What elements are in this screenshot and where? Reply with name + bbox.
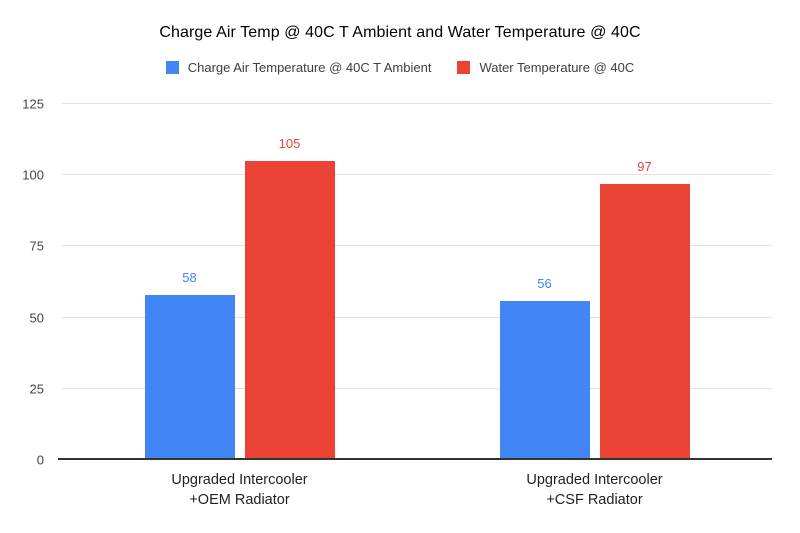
x-axis-line bbox=[58, 458, 772, 460]
x-axis-labels: Upgraded Intercooler +OEM Radiator Upgrad… bbox=[62, 471, 772, 510]
bar: 58 bbox=[144, 270, 235, 460]
bar-value-label: 56 bbox=[537, 275, 552, 291]
bar-value-label: 97 bbox=[637, 158, 652, 174]
legend-swatch-blue-icon bbox=[165, 61, 179, 74]
bar-value-label: 105 bbox=[278, 135, 301, 151]
legend-label-water-temp: Water Temperature @ 40C bbox=[479, 60, 635, 75]
y-tick-label: 50 bbox=[29, 310, 44, 326]
bar-group: 58 105 bbox=[62, 104, 417, 460]
legend-label-charge-air-temp: Charge Air Temperature @ 40C T Ambient bbox=[187, 60, 432, 75]
legend-item-water-temp: Water Temperature @ 40C bbox=[457, 60, 634, 75]
x-category-label: Upgraded Intercooler +CSF Radiator bbox=[526, 472, 663, 508]
y-tick-label: 0 bbox=[36, 452, 44, 468]
x-category-label: Upgraded Intercooler +OEM Radiator bbox=[171, 472, 308, 508]
bar-groups: 58 105 56 97 bbox=[62, 104, 772, 460]
gridline bbox=[62, 103, 772, 104]
gridline bbox=[62, 387, 772, 389]
bar-value-label: 58 bbox=[182, 269, 197, 285]
plot-area: 0 25 50 75 100 125 58 105 56 97 bbox=[22, 97, 772, 468]
legend-swatch-red-icon bbox=[457, 61, 471, 74]
chart-title: Charge Air Temp @ 40C T Ambient and Wate… bbox=[159, 24, 641, 41]
gridline bbox=[62, 316, 772, 318]
bar: 56 bbox=[499, 276, 590, 460]
y-tick-label: 75 bbox=[29, 238, 44, 254]
gridline bbox=[62, 245, 772, 247]
bar: 97 bbox=[599, 159, 690, 460]
y-tick-label: 25 bbox=[29, 381, 44, 397]
legend: Charge Air Temperature @ 40C T Ambient W… bbox=[0, 60, 800, 75]
legend-item-charge-air-temp: Charge Air Temperature @ 40C T Ambient bbox=[165, 60, 432, 75]
bar-group: 56 97 bbox=[417, 104, 772, 460]
y-tick-label: 100 bbox=[22, 167, 44, 183]
y-tick-label: 125 bbox=[22, 96, 44, 112]
gridline bbox=[62, 174, 772, 176]
bar: 105 bbox=[244, 136, 335, 460]
